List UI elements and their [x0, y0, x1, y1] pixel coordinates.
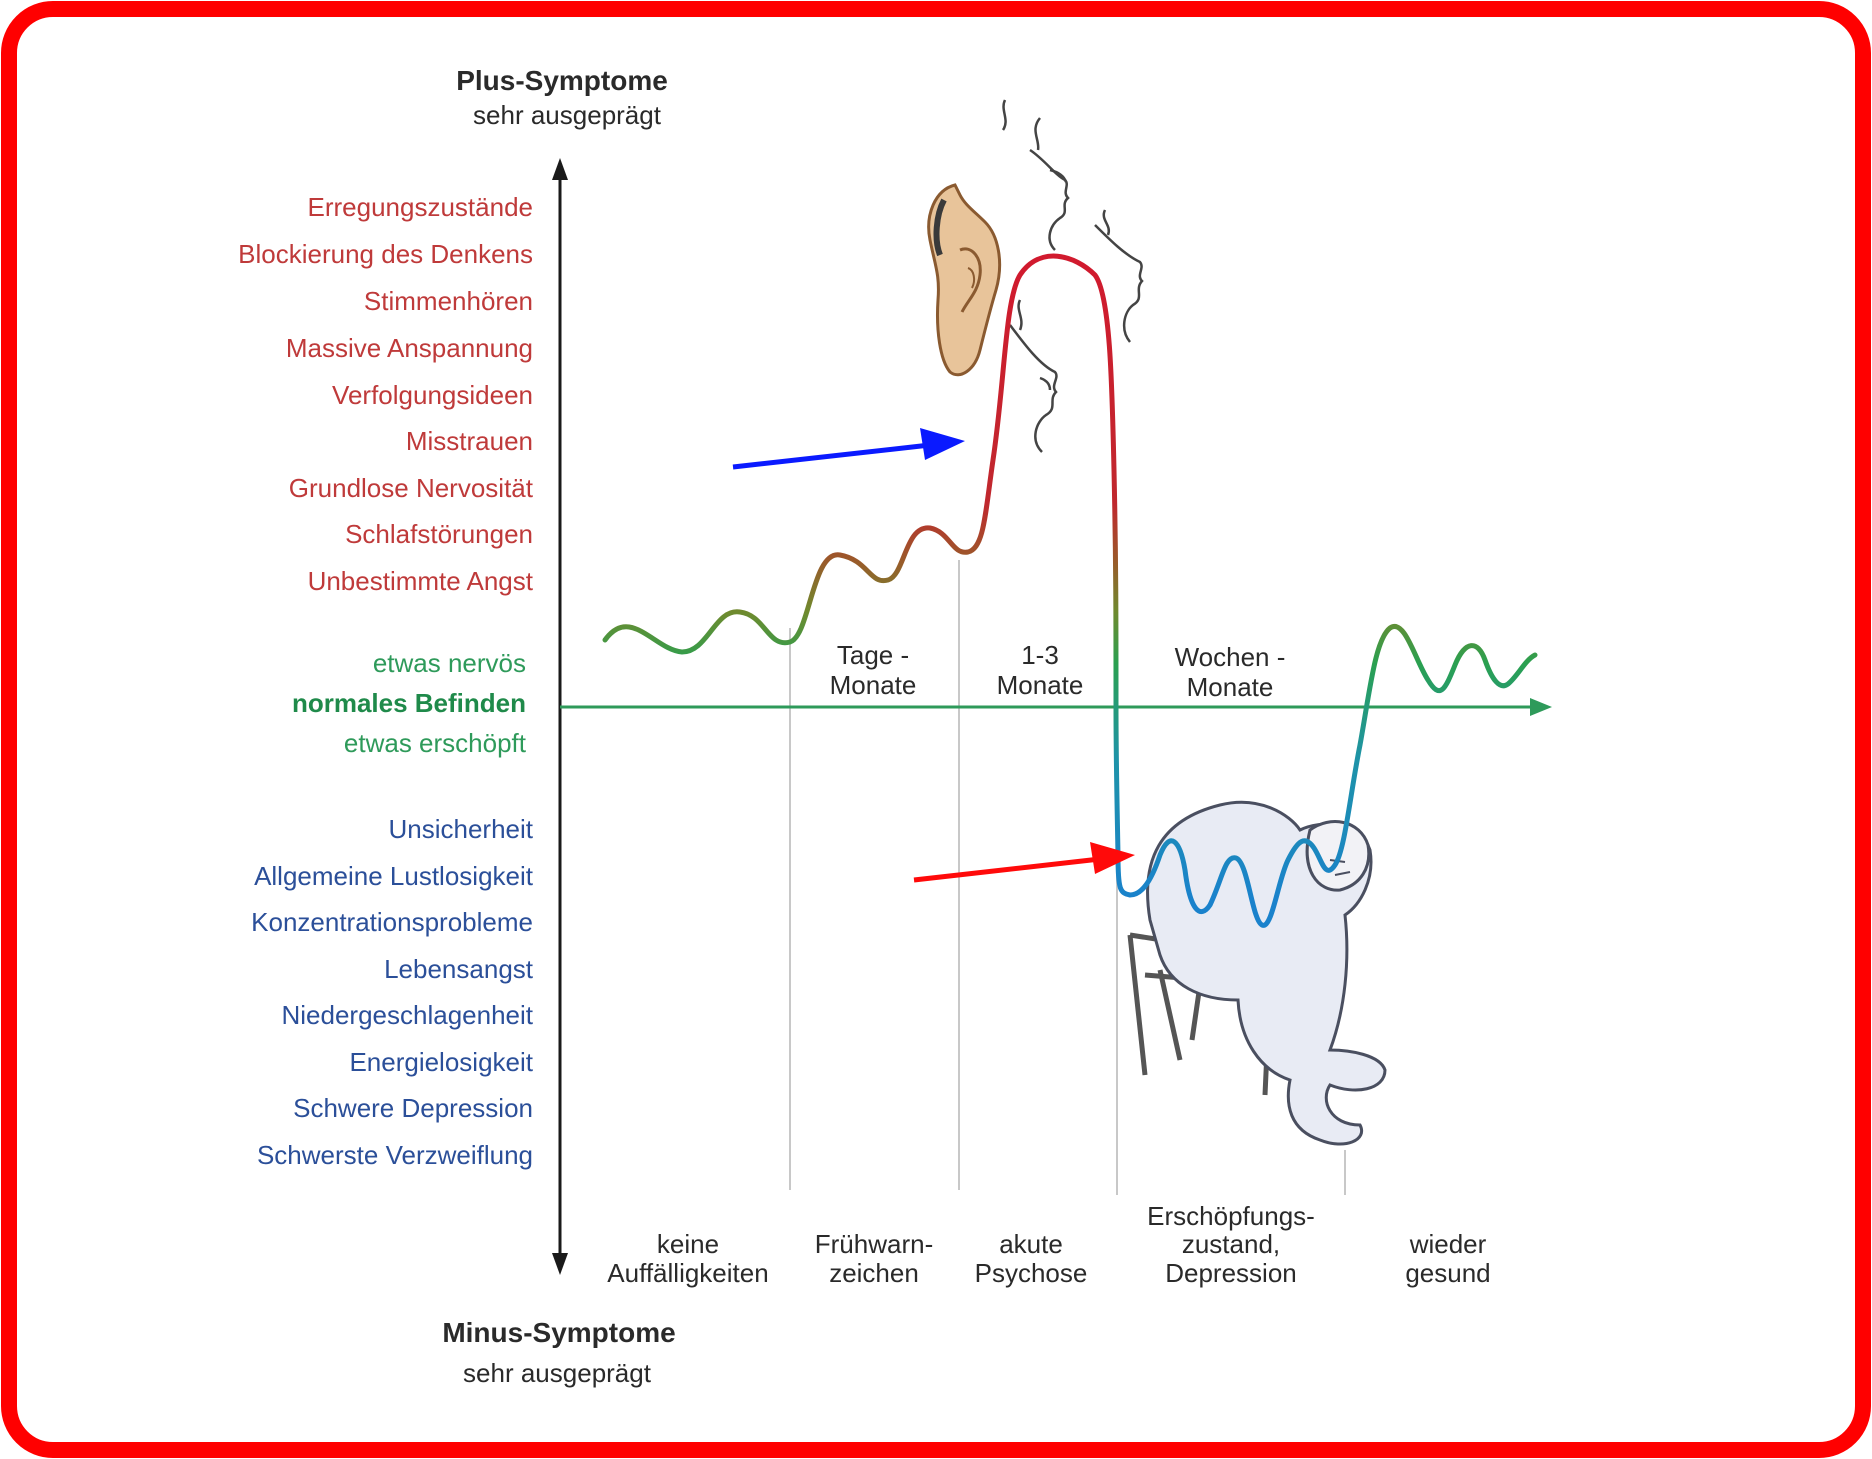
axis-bottom-subtitle: sehr ausgeprägt	[463, 1358, 652, 1388]
phase-label-3-line2: Psychose	[975, 1258, 1088, 1288]
minus-symptom-label: Unsicherheit	[388, 814, 533, 844]
phase-label-5-line1: wieder	[1409, 1229, 1487, 1259]
plus-symptom-label: Schlafstörungen	[345, 519, 533, 549]
phase-label-4-line2: zustand,	[1182, 1229, 1280, 1259]
plus-symptom-label: Massive Anspannung	[286, 333, 533, 363]
normal-center-label: normales Befinden	[292, 688, 526, 718]
depressed-person-on-chair-icon	[1127, 800, 1387, 1146]
duration-labels: Tage - Monate 1-3 Monate Wochen - Monate	[830, 640, 1286, 702]
duration-label-1-line1: Tage -	[837, 640, 909, 670]
plus-symptom-label: Misstrauen	[406, 426, 533, 456]
phase-label-4-line3: Depression	[1165, 1258, 1297, 1288]
normal-above-label: etwas nervös	[373, 648, 526, 678]
normal-below-label: etwas erschöpft	[344, 728, 527, 758]
minus-symptom-list: Unsicherheit Allgemeine Lustlosigkeit Ko…	[251, 814, 534, 1170]
ear-icon	[927, 183, 1002, 377]
horizontal-axis	[560, 698, 1552, 716]
plus-symptom-label: Stimmenhören	[364, 286, 533, 316]
plus-symptom-label: Verfolgungsideen	[332, 380, 533, 410]
minus-symptom-label: Lebensangst	[384, 954, 534, 984]
phase-label-4-line1: Erschöpfungs-	[1147, 1201, 1315, 1231]
axis-down-arrowhead-icon	[552, 1253, 568, 1275]
plus-symptom-list: Erregungszustände Blockierung des Denken…	[238, 192, 534, 596]
plus-symptom-label: Erregungszustände	[308, 192, 533, 222]
minus-symptom-label: Konzentrationsprobleme	[251, 907, 533, 937]
axis-up-arrowhead-icon	[552, 158, 568, 180]
axis-top-title: Plus-Symptome	[456, 65, 668, 96]
minus-symptom-label: Schwerste Verzweiflung	[257, 1140, 533, 1170]
normal-state-labels: etwas nervös normales Befinden etwas ers…	[292, 648, 527, 758]
course-curve	[602, 253, 1538, 928]
vertical-axis	[552, 158, 568, 1275]
minus-symptom-label: Allgemeine Lustlosigkeit	[254, 861, 534, 891]
duration-label-2-line2: Monate	[997, 670, 1084, 700]
blue-pointer-arrow-icon	[732, 428, 965, 470]
axis-top-subtitle: sehr ausgeprägt	[473, 100, 662, 130]
axis-bottom-title: Minus-Symptome	[442, 1317, 675, 1348]
phase-labels: keine Auffälligkeiten Frühwarn- zeichen …	[607, 1201, 1490, 1288]
phase-label-1-line2: Auffälligkeiten	[607, 1258, 768, 1288]
plus-symptom-label: Grundlose Nervosität	[289, 473, 534, 503]
plus-symptom-label: Unbestimmte Angst	[308, 566, 534, 596]
whispering-faces-icon	[1001, 99, 1144, 453]
phase-label-2-line1: Frühwarn-	[815, 1229, 933, 1259]
minus-symptom-label: Energielosigkeit	[349, 1047, 533, 1077]
minus-symptom-label: Niedergeschlagenheit	[281, 1000, 533, 1030]
axis-bottom-title-group: Minus-Symptome sehr ausgeprägt	[442, 1317, 675, 1388]
phase-label-5-line2: gesund	[1405, 1258, 1490, 1288]
minus-symptom-label: Schwere Depression	[293, 1093, 533, 1123]
phase-label-1-line1: keine	[657, 1229, 719, 1259]
axis-right-arrowhead-icon	[1530, 698, 1552, 716]
red-pointer-arrow-icon	[913, 842, 1135, 883]
duration-label-2-line1: 1-3	[1021, 640, 1059, 670]
duration-label-3-line2: Monate	[1187, 672, 1274, 702]
plus-symptom-label: Blockierung des Denkens	[238, 239, 533, 269]
axis-top-title-group: Plus-Symptome sehr ausgeprägt	[456, 65, 668, 130]
phase-label-2-line2: zeichen	[829, 1258, 919, 1288]
phase-label-3-line1: akute	[999, 1229, 1063, 1259]
duration-label-3-line1: Wochen -	[1175, 642, 1286, 672]
duration-label-1-line2: Monate	[830, 670, 917, 700]
